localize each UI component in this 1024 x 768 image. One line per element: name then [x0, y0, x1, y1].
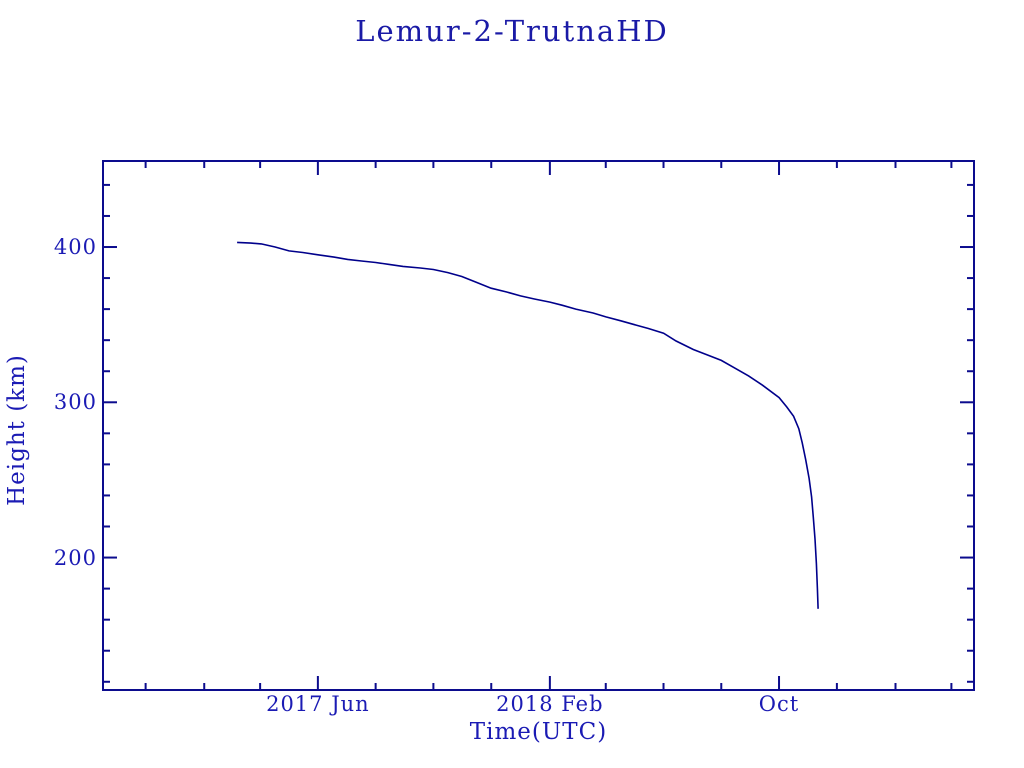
plot-frame	[102, 160, 975, 691]
y-tick-label: 300	[53, 390, 97, 415]
x-axis-label: Time(UTC)	[469, 719, 608, 745]
chart-title: Lemur-2-TrutnaHD	[355, 14, 669, 48]
y-tick-label: 200	[53, 545, 97, 570]
y-tick-label: 400	[53, 235, 97, 260]
height-curve	[237, 241, 819, 609]
x-tick-label: 2017 Jun	[266, 692, 370, 716]
x-tick-label: Oct	[758, 692, 800, 716]
x-tick-label: 2018 Feb	[496, 692, 604, 716]
